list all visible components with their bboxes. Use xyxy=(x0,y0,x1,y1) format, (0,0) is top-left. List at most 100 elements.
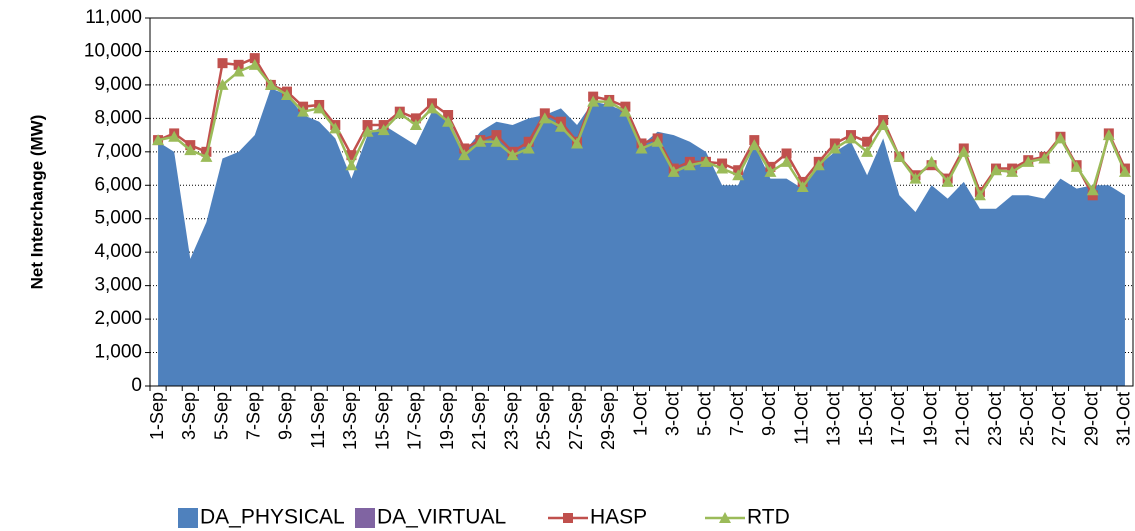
x-tick-label: 13-Sep xyxy=(340,392,360,450)
marker xyxy=(313,102,326,114)
marker xyxy=(603,95,616,107)
marker xyxy=(893,150,906,162)
x-tick-label: 21-Oct xyxy=(953,392,973,446)
marker xyxy=(957,145,970,157)
legend-swatch xyxy=(355,508,375,528)
x-tick-label: 3-Sep xyxy=(179,392,199,440)
marker xyxy=(587,95,600,107)
marker xyxy=(216,78,229,90)
x-tick-label: 13-Oct xyxy=(824,392,844,446)
legend-label: RTD xyxy=(747,506,790,529)
y-tick-label: 2,000 xyxy=(94,308,142,329)
marker xyxy=(538,112,551,124)
marker xyxy=(1087,190,1098,201)
y-tick-label: 1,000 xyxy=(94,342,142,363)
y-tick-label: 7,000 xyxy=(94,141,142,162)
x-tick-label: 17-Sep xyxy=(405,392,425,450)
legend-marker xyxy=(719,512,731,523)
y-axis-label: Net Interchange (MW) xyxy=(27,115,46,290)
marker xyxy=(764,165,777,177)
plot-border xyxy=(149,17,1134,387)
x-tick-label: 15-Oct xyxy=(856,392,876,446)
y-tick-label: 4,000 xyxy=(94,241,142,262)
marker xyxy=(232,65,245,77)
y-tick-label: 6,000 xyxy=(94,174,142,195)
x-tick-label: 25-Oct xyxy=(1017,392,1037,446)
y-tick-label: 11,000 xyxy=(85,7,142,28)
marker xyxy=(716,162,729,174)
marker xyxy=(554,120,567,132)
marker xyxy=(506,149,519,161)
marker xyxy=(346,150,357,161)
marker xyxy=(297,105,310,117)
marker xyxy=(635,142,648,154)
y-tick-label: 0 xyxy=(131,375,142,396)
marker xyxy=(168,130,181,142)
marker xyxy=(780,155,793,167)
marker xyxy=(249,53,260,64)
marker xyxy=(862,136,873,147)
marker xyxy=(184,144,197,156)
marker xyxy=(925,155,938,167)
marker xyxy=(443,110,454,121)
x-tick-label: 11-Oct xyxy=(791,392,811,445)
marker xyxy=(490,135,503,147)
x-tick-label: 25-Sep xyxy=(534,392,554,450)
marker xyxy=(781,148,792,159)
marker xyxy=(941,175,954,187)
marker xyxy=(329,122,342,134)
marker xyxy=(377,124,390,136)
x-tick-label: 15-Sep xyxy=(372,392,392,450)
y-tick-label: 9,000 xyxy=(94,74,142,95)
x-tick-label: 17-Oct xyxy=(888,392,908,446)
marker xyxy=(699,155,712,167)
x-tick-label: 5-Oct xyxy=(695,392,715,436)
x-tick-label: 7-Oct xyxy=(727,392,747,436)
y-tick-label: 5,000 xyxy=(94,208,142,229)
marker xyxy=(361,125,374,137)
x-tick-label: 19-Oct xyxy=(920,392,940,446)
marker xyxy=(619,105,632,117)
x-tick-label: 9-Oct xyxy=(759,392,779,436)
marker xyxy=(973,189,986,201)
marker xyxy=(667,165,680,177)
marker xyxy=(458,149,471,161)
marker xyxy=(474,135,487,147)
marker xyxy=(459,143,470,154)
x-tick-label: 29-Oct xyxy=(1081,392,1101,446)
marker xyxy=(200,150,213,162)
marker xyxy=(1022,155,1035,167)
marker xyxy=(248,58,261,70)
marker xyxy=(651,135,664,147)
marker xyxy=(264,78,277,90)
marker xyxy=(345,159,358,171)
y-tick-label: 8,000 xyxy=(94,107,142,128)
marker xyxy=(409,119,422,131)
y-tick-label: 3,000 xyxy=(94,275,142,296)
marker xyxy=(748,139,761,151)
marker xyxy=(362,120,373,131)
marker xyxy=(909,172,922,184)
x-tick-label: 29-Sep xyxy=(598,392,618,450)
marker xyxy=(844,132,857,144)
legend-swatch xyxy=(178,508,198,528)
marker xyxy=(1102,129,1115,141)
marker xyxy=(1070,160,1083,172)
x-tick-label: 23-Oct xyxy=(985,392,1005,446)
marker xyxy=(491,130,502,141)
y-tick-label: 10,000 xyxy=(84,40,142,61)
x-tick-label: 1-Oct xyxy=(630,392,650,436)
marker xyxy=(1118,165,1131,177)
marker xyxy=(861,145,874,157)
x-tick-label: 27-Oct xyxy=(1049,392,1069,446)
marker xyxy=(1038,152,1051,164)
marker xyxy=(828,142,841,154)
marker xyxy=(1006,165,1019,177)
marker xyxy=(877,119,890,131)
marker xyxy=(442,115,455,127)
x-tick-label: 23-Sep xyxy=(501,392,521,450)
x-tick-label: 7-Sep xyxy=(243,392,263,440)
x-tick-label: 27-Sep xyxy=(566,392,586,450)
marker xyxy=(812,159,825,171)
